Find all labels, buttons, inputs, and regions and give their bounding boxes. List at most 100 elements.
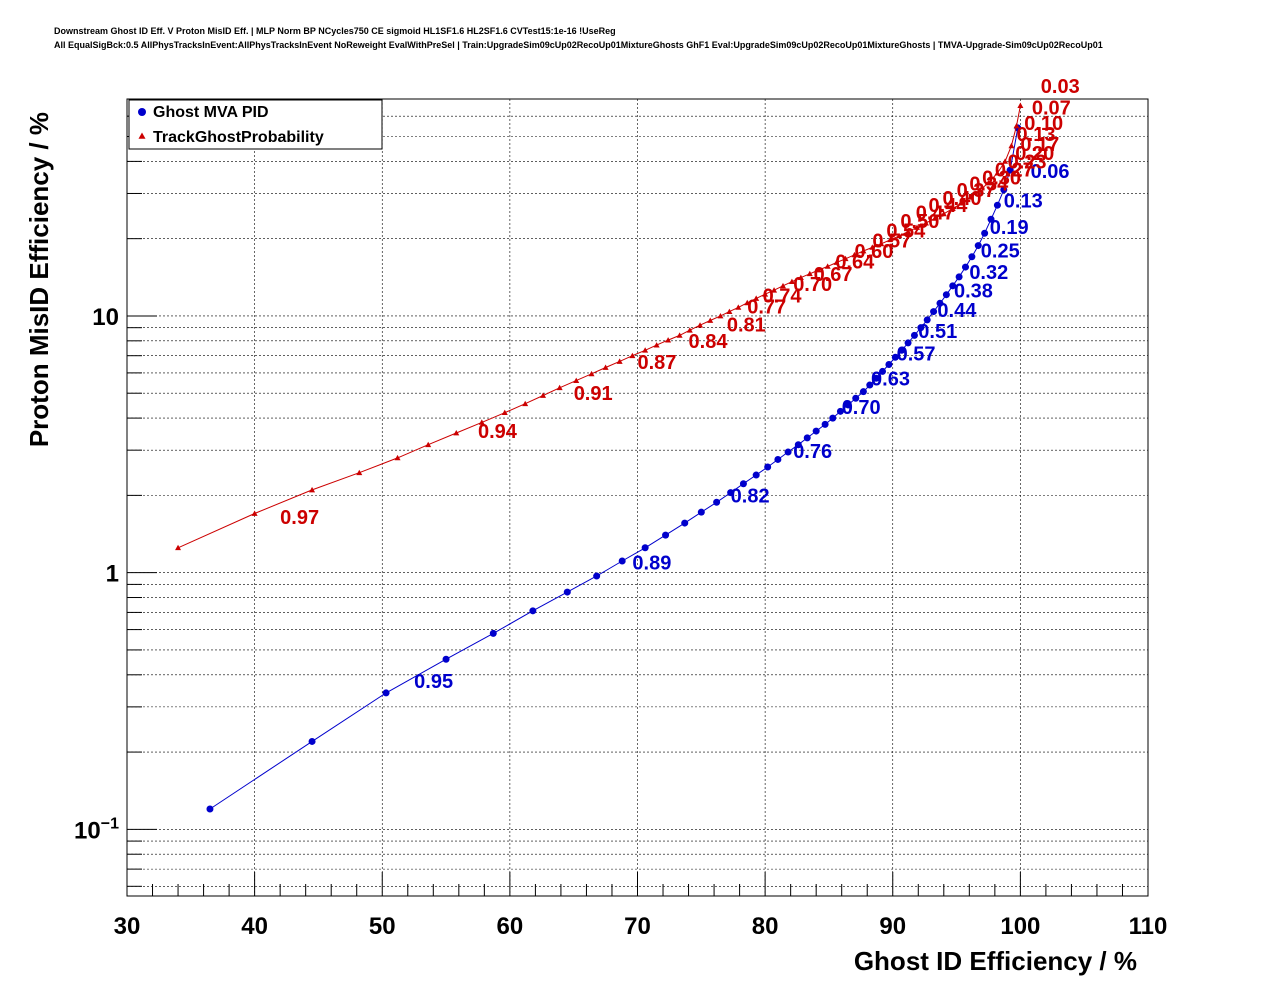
data-point bbox=[752, 471, 760, 479]
data-point bbox=[885, 360, 893, 368]
data-point bbox=[676, 332, 683, 338]
data-label: 0.82 bbox=[731, 485, 770, 507]
legend-label-ghost-mva: Ghost MVA PID bbox=[153, 104, 269, 121]
data-point bbox=[913, 224, 920, 230]
data-point bbox=[735, 304, 742, 310]
data-point bbox=[251, 510, 258, 516]
data-point bbox=[917, 324, 925, 332]
data-point bbox=[968, 253, 976, 261]
data-point bbox=[859, 388, 867, 396]
data-label: 0.57 bbox=[872, 230, 911, 252]
data-point bbox=[726, 308, 733, 314]
data-label: 0.81 bbox=[727, 314, 766, 336]
data-point bbox=[852, 394, 860, 402]
series-line bbox=[177, 105, 1021, 549]
y-tick-label: 10−1 bbox=[74, 815, 119, 844]
data-point bbox=[940, 210, 947, 217]
data-point bbox=[489, 629, 497, 637]
data-point bbox=[878, 240, 885, 247]
data-label: 0.07 bbox=[1032, 97, 1071, 119]
data-point bbox=[175, 544, 182, 551]
data-point bbox=[717, 312, 724, 319]
data-point bbox=[653, 342, 660, 348]
data-label: 0.60 bbox=[854, 241, 893, 263]
data-label: 0.19 bbox=[990, 217, 1029, 239]
data-point bbox=[1002, 158, 1009, 164]
data-point bbox=[976, 187, 983, 193]
data-point bbox=[981, 229, 989, 237]
data-point bbox=[588, 370, 595, 377]
data-point bbox=[739, 480, 747, 488]
data-point bbox=[753, 295, 760, 301]
data-label: 0.13 bbox=[1017, 124, 1056, 146]
data-point bbox=[896, 232, 903, 239]
data-point bbox=[949, 205, 956, 211]
data-point bbox=[806, 270, 813, 277]
data-point bbox=[713, 498, 721, 506]
data-label: 0.37 bbox=[957, 180, 996, 202]
legend: Ghost MVA PID TrackGhostProbability bbox=[128, 99, 383, 150]
data-label: 0.51 bbox=[918, 321, 957, 343]
data-label: 0.74 bbox=[763, 285, 803, 307]
data-label: 0.30 bbox=[982, 168, 1021, 190]
data-point bbox=[879, 367, 887, 375]
data-point bbox=[764, 463, 772, 471]
data-label: 0.94 bbox=[478, 421, 518, 443]
data-label: 0.20 bbox=[1015, 143, 1054, 165]
y-axis-title: Proton MisID Efficiency / % bbox=[24, 112, 54, 447]
data-label: 0.89 bbox=[632, 552, 671, 574]
data-point bbox=[905, 228, 912, 235]
data-point bbox=[812, 427, 820, 435]
data-point bbox=[949, 282, 957, 290]
data-point bbox=[602, 364, 609, 370]
y-tick-label: 10 bbox=[92, 304, 119, 331]
data-point bbox=[665, 337, 672, 343]
data-label: 0.44 bbox=[937, 300, 977, 322]
x-axis-title: Ghost ID Efficiency / % bbox=[854, 946, 1137, 976]
data-point bbox=[382, 689, 390, 697]
data-point bbox=[707, 317, 714, 323]
data-point bbox=[955, 273, 963, 281]
data-label: 0.34 bbox=[969, 174, 1009, 196]
data-label: 0.06 bbox=[1031, 161, 1070, 183]
data-point bbox=[662, 531, 670, 539]
data-label: 0.47 bbox=[916, 202, 955, 224]
data-point bbox=[891, 353, 899, 361]
data-point bbox=[593, 572, 601, 580]
data-point bbox=[922, 220, 929, 226]
data-point bbox=[642, 347, 649, 353]
data-point bbox=[967, 194, 974, 200]
data-point bbox=[887, 236, 894, 243]
data-point bbox=[356, 469, 363, 476]
data-point bbox=[522, 400, 529, 407]
y-tick-label: 1 bbox=[106, 561, 119, 588]
data-point bbox=[869, 244, 876, 250]
data-point bbox=[987, 215, 995, 223]
data-point bbox=[697, 322, 704, 328]
data-point bbox=[779, 282, 786, 289]
data-point bbox=[501, 409, 508, 416]
data-point bbox=[985, 179, 992, 186]
data-point bbox=[697, 508, 705, 516]
x-tick-label: 80 bbox=[752, 913, 779, 940]
data-point bbox=[1013, 122, 1020, 129]
y-tick-base: 10 bbox=[74, 817, 101, 844]
x-tick-label: 70 bbox=[624, 913, 651, 940]
data-label: 0.32 bbox=[969, 262, 1008, 284]
data-point bbox=[563, 588, 571, 596]
data-label: 0.17 bbox=[1020, 134, 1059, 156]
data-point bbox=[784, 448, 792, 456]
x-tick-label: 30 bbox=[114, 913, 141, 940]
data-label: 0.63 bbox=[871, 369, 910, 391]
legend-label-track-ghost: TrackGhostProbability bbox=[153, 129, 324, 146]
data-point bbox=[629, 352, 636, 359]
data-label: 0.64 bbox=[835, 252, 875, 274]
data-point bbox=[771, 287, 778, 293]
data-point bbox=[788, 278, 795, 285]
x-tick-label: 90 bbox=[879, 913, 906, 940]
data-point bbox=[727, 489, 735, 497]
data-label: 0.03 bbox=[1041, 76, 1080, 98]
legend-marker-ghost-mva bbox=[138, 108, 146, 116]
